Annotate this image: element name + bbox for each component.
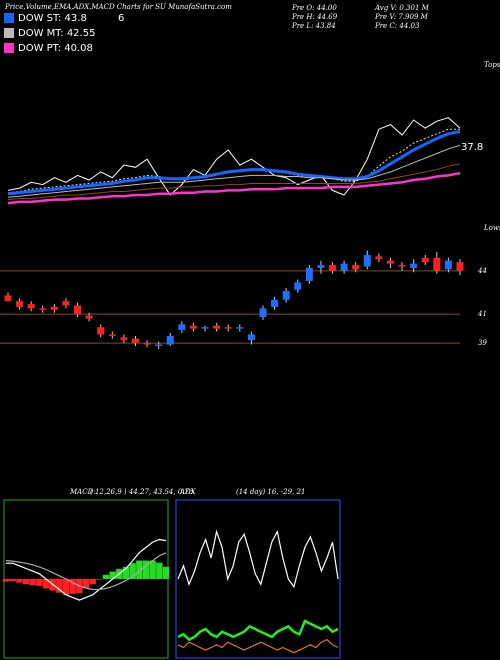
candle-body (456, 262, 464, 271)
histogram-bar (136, 560, 143, 579)
candle-body (294, 282, 302, 290)
candle-body (16, 301, 24, 307)
candle-body (213, 325, 221, 329)
histogram-bar (2, 579, 10, 582)
annotation: 37.8 (461, 142, 483, 153)
panel-title: MACD: (69, 488, 96, 496)
candle-body (236, 327, 244, 329)
legend-swatch (4, 28, 14, 38)
info: Pre L: 43.84 (291, 22, 336, 30)
candle-body (433, 257, 441, 271)
header-number: 6 (118, 13, 124, 24)
candle-body (201, 327, 209, 329)
panel-subtitle: ( 12,26,9 ) 44.27, 43.54, 0.73 (90, 488, 194, 496)
y-tick-label: 44 (477, 267, 487, 275)
candle-body (74, 305, 82, 315)
candle-body (340, 263, 348, 271)
price-line (7, 163, 461, 201)
candle-body (259, 308, 267, 318)
price-line (7, 130, 461, 196)
candle-body (131, 338, 139, 344)
title: Price,Volume,EMA,ADX,MACD Charts for SU … (4, 3, 232, 11)
info: Pre O: 44.00 (291, 4, 337, 12)
histogram-bar (109, 571, 116, 579)
panel-title: ADX (179, 488, 197, 496)
candle-body (155, 344, 163, 346)
info: Pre H: 44.69 (291, 13, 338, 21)
candle-body (39, 308, 47, 310)
histogram-bar (142, 560, 150, 579)
histogram-bar (29, 579, 36, 586)
candle-body (317, 265, 325, 268)
info: Avg V: 0.301 M (374, 4, 430, 12)
candle-body (27, 304, 35, 309)
candle-body (329, 265, 337, 271)
histogram-bar (56, 579, 63, 593)
histogram-bar (129, 563, 136, 579)
indicator-line (6, 538, 167, 601)
histogram-bar (42, 579, 50, 589)
candle-body (178, 324, 186, 331)
price-line (7, 171, 461, 205)
panel-border (175, 499, 341, 659)
legend-swatch (4, 43, 14, 53)
y-tick-label: 39 (478, 339, 487, 347)
panel-subtitle: (14 day) 16, -29, 21 (236, 488, 305, 496)
indicator-line (177, 638, 339, 654)
candle-body (444, 260, 452, 270)
histogram-bar (82, 579, 90, 589)
candle-body (247, 334, 255, 341)
candle-body (62, 301, 70, 306)
legend-swatch (4, 13, 14, 23)
histogram-bar (122, 566, 130, 579)
candle-body (410, 263, 418, 268)
histogram-bar (62, 579, 70, 595)
candle-body (305, 267, 313, 281)
info: Pre C: 44.03 (374, 22, 420, 30)
candle-body (386, 260, 394, 264)
histogram-bar (162, 566, 170, 579)
candle-body (282, 291, 290, 300)
histogram-bar (96, 579, 103, 580)
annotation: Tops (484, 61, 500, 69)
histogram-bar (22, 579, 30, 585)
histogram-bar (69, 579, 76, 594)
candle-body (50, 306, 58, 310)
candle-body (363, 254, 371, 267)
indicator-line (177, 619, 339, 642)
legend-label: DOW MT: 42.55 (18, 28, 95, 39)
candle-body (398, 265, 406, 267)
candle-body (271, 299, 279, 307)
candle-body (108, 334, 116, 336)
y-tick-label: 41 (477, 310, 487, 318)
candle-body (143, 343, 151, 345)
histogram-bar (102, 574, 110, 579)
histogram-bar (9, 579, 16, 582)
info: Pre V: 7.909 M (374, 13, 429, 21)
price-line (7, 117, 461, 196)
candle-body (352, 265, 360, 270)
histogram-bar (156, 562, 163, 579)
candle-body (189, 325, 197, 329)
indicator-line (177, 529, 339, 589)
histogram-bar (149, 560, 156, 579)
histogram-bar (16, 579, 23, 583)
candle-body (166, 335, 174, 345)
candle-body (224, 327, 232, 329)
indicator-line (5, 552, 167, 591)
candle-body (120, 337, 128, 341)
candle-body (4, 295, 12, 302)
candle-body (375, 256, 383, 260)
legend-label: DOW PT: 40.08 (18, 43, 93, 54)
legend-label: DOW ST: 43.8 (18, 13, 87, 24)
candle-body (85, 315, 93, 319)
candle-body (97, 327, 105, 335)
histogram-bar (36, 579, 43, 586)
histogram-bar (89, 579, 96, 585)
price-line (7, 144, 461, 198)
candle-body (421, 257, 429, 263)
annotation: Lows (483, 224, 500, 232)
